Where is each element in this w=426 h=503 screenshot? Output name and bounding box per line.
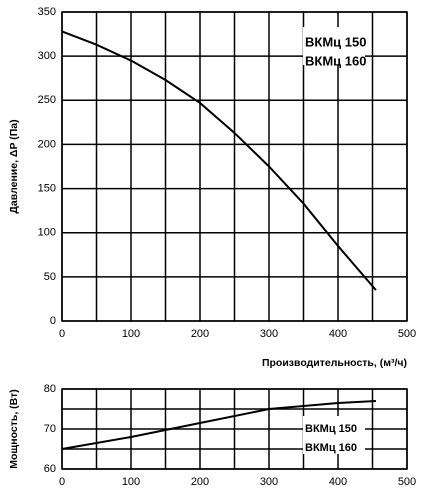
y-tick-label: 0 <box>50 315 56 327</box>
legend-label: ВКМц 160 <box>305 53 366 68</box>
y-axis-label: Мощность, (Вт) <box>8 389 20 469</box>
y-tick-label: 300 <box>38 50 56 62</box>
y-tick-label: 200 <box>38 138 56 150</box>
legend-box <box>303 27 365 65</box>
x-tick-label: 200 <box>191 476 209 488</box>
x-tick-label: 200 <box>191 328 209 340</box>
y-axis-label: Давление, ΔP (Па) <box>8 119 20 213</box>
x-tick-label: 500 <box>398 328 416 340</box>
y-tick-label: 250 <box>38 94 56 106</box>
data-line <box>61 30 377 291</box>
data-line <box>61 400 377 450</box>
x-tick-label: 500 <box>398 476 416 488</box>
y-tick-label: 50 <box>44 271 56 283</box>
x-axis-label: Производительность, (м³/ч) <box>262 357 407 369</box>
x-tick-label: 100 <box>122 476 140 488</box>
y-tick-label: 150 <box>38 182 56 194</box>
y-tick-label: 70 <box>44 423 56 435</box>
x-tick-label: 300 <box>260 476 278 488</box>
legend-box <box>303 416 365 454</box>
x-tick-label: 100 <box>122 328 140 340</box>
y-tick-label: 80 <box>44 383 56 395</box>
legend-label: ВКМц 160 <box>305 442 357 454</box>
x-tick-label: 400 <box>329 328 347 340</box>
y-tick-label: 350 <box>38 6 56 18</box>
y-tick-label: 100 <box>38 227 56 239</box>
x-tick-label: 300 <box>260 328 278 340</box>
x-tick-label: 0 <box>59 328 65 340</box>
y-tick-label: 60 <box>44 463 56 475</box>
legend-label: ВКМц 150 <box>305 34 366 49</box>
x-tick-label: 400 <box>329 476 347 488</box>
x-tick-label: 0 <box>59 476 65 488</box>
legend-label: ВКМц 150 <box>305 423 357 435</box>
